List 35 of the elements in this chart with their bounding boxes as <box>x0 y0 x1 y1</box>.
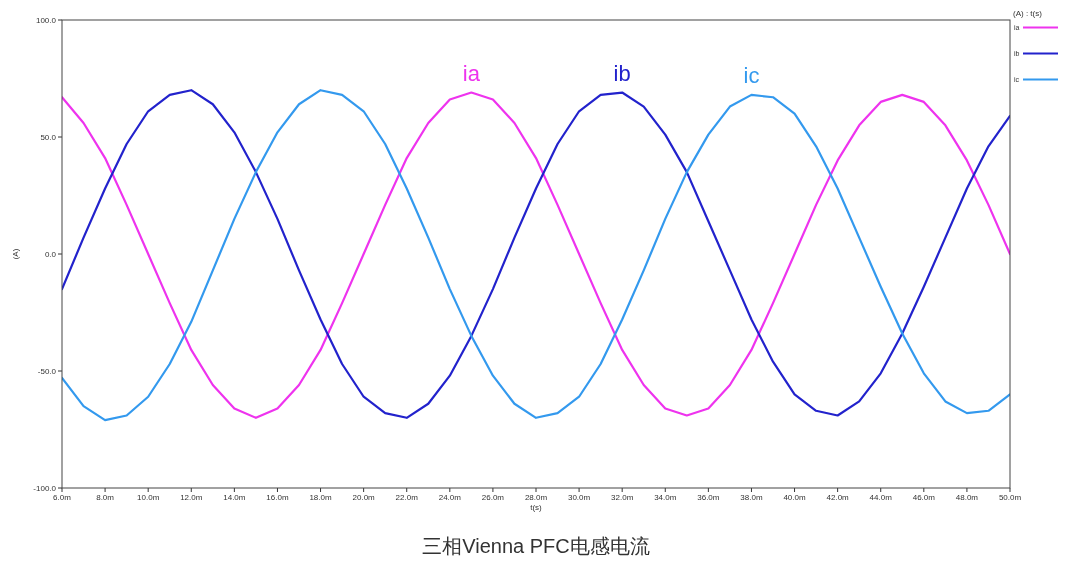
x-tick-label: 48.0m <box>955 493 979 502</box>
x-tick-label: 32.0m <box>611 493 634 502</box>
y-tick-label: -50.0 <box>37 367 57 376</box>
x-tick-label: 22.0m <box>395 493 419 502</box>
x-tick-label: 28.0m <box>524 493 548 502</box>
x-tick-label: 40.0m <box>783 493 806 502</box>
y-tick-label: 100.0 <box>35 16 57 25</box>
y-tick-label: 0.0 <box>44 250 57 259</box>
x-tick-label: 30.0m <box>567 493 591 502</box>
x-tick-label: 24.0m <box>438 493 462 502</box>
x-axis-title: t(s) <box>530 503 543 512</box>
x-tick-label: 20.0m <box>352 493 376 502</box>
x-tick-label: 38.0m <box>740 493 763 502</box>
x-tick-label: 18.0m <box>309 493 332 502</box>
x-tick-label: 16.0m <box>266 493 289 502</box>
x-tick-label: 8.0m <box>96 493 115 502</box>
text: 三相Vienna PFC电感电流 <box>422 535 650 557</box>
y-axis-title: (A) <box>11 248 20 260</box>
x-tick-label: 44.0m <box>869 493 893 502</box>
x-tick-label: 36.0m <box>697 493 720 502</box>
annotation: ia <box>462 60 481 86</box>
x-tick-label: 50.0m <box>998 493 1022 502</box>
x-tick-label: 46.0m <box>912 493 936 502</box>
annotation: ib <box>613 60 631 86</box>
x-tick-label: 12.0m <box>180 493 203 502</box>
legend-title: (A) : t(s) <box>1013 9 1043 18</box>
x-tick-label: 14.0m <box>223 493 246 502</box>
y-tick-label: -100.0 <box>33 484 57 493</box>
x-tick-label: 6.0m <box>53 493 72 502</box>
x-tick-label: 10.0m <box>137 493 160 502</box>
x-tick-label: 26.0m <box>481 493 505 502</box>
y-tick-label: 50.0 <box>40 133 57 142</box>
annotation: ic <box>743 62 760 88</box>
x-tick-label: 42.0m <box>826 493 850 502</box>
x-tick-label: 34.0m <box>654 493 677 502</box>
